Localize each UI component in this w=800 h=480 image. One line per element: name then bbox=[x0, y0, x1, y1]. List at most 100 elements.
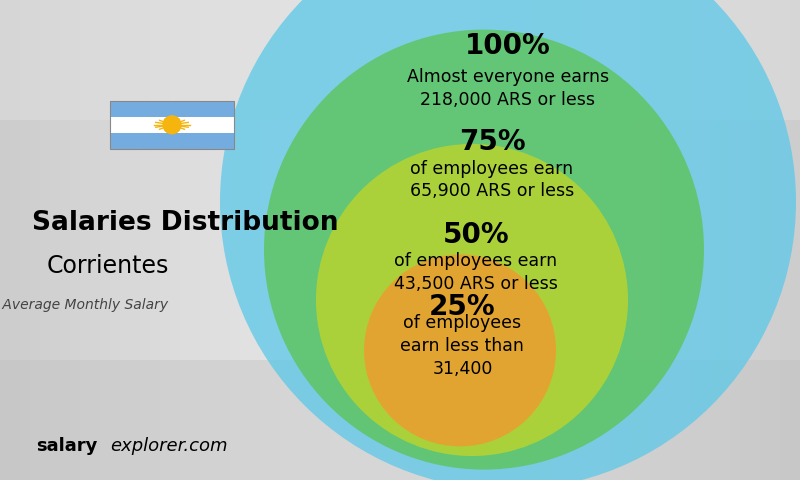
Bar bbox=[580, 0, 590, 480]
Bar bbox=[690, 0, 700, 480]
Bar bbox=[340, 0, 350, 480]
Bar bbox=[480, 0, 490, 480]
Text: of employees earn
65,900 ARS or less: of employees earn 65,900 ARS or less bbox=[410, 159, 574, 201]
Bar bbox=[0, 360, 800, 480]
Bar bbox=[670, 0, 680, 480]
Bar bbox=[620, 0, 630, 480]
Bar bbox=[160, 0, 170, 480]
Bar bbox=[530, 0, 540, 480]
Bar bbox=[150, 0, 160, 480]
Bar bbox=[330, 0, 340, 480]
Bar bbox=[300, 0, 310, 480]
Bar bbox=[10, 0, 20, 480]
Bar bbox=[200, 0, 210, 480]
Bar bbox=[80, 0, 90, 480]
Bar bbox=[470, 0, 480, 480]
Bar bbox=[280, 0, 290, 480]
Bar bbox=[640, 0, 650, 480]
Bar bbox=[60, 0, 70, 480]
Bar bbox=[180, 0, 190, 480]
Bar bbox=[570, 0, 580, 480]
Bar bbox=[30, 0, 40, 480]
Text: 75%: 75% bbox=[458, 128, 526, 156]
Bar bbox=[120, 0, 130, 480]
Bar bbox=[260, 0, 270, 480]
Bar bbox=[430, 0, 440, 480]
Bar bbox=[660, 0, 670, 480]
Bar bbox=[210, 0, 220, 480]
Text: Almost everyone earns
218,000 ARS or less: Almost everyone earns 218,000 ARS or les… bbox=[407, 68, 609, 109]
Ellipse shape bbox=[264, 30, 704, 469]
Bar bbox=[380, 0, 390, 480]
Bar bbox=[110, 117, 234, 133]
Bar bbox=[700, 0, 710, 480]
Bar bbox=[90, 0, 100, 480]
Bar bbox=[350, 0, 360, 480]
Bar bbox=[310, 0, 320, 480]
Bar bbox=[590, 0, 600, 480]
Bar bbox=[500, 0, 510, 480]
Bar bbox=[110, 0, 120, 480]
Text: Corrientes: Corrientes bbox=[47, 254, 169, 278]
Text: 25%: 25% bbox=[429, 293, 496, 321]
Bar bbox=[230, 0, 240, 480]
Bar bbox=[720, 0, 730, 480]
Bar bbox=[630, 0, 640, 480]
Bar bbox=[110, 101, 234, 117]
Bar bbox=[370, 0, 380, 480]
Bar bbox=[0, 0, 10, 480]
Bar bbox=[290, 0, 300, 480]
Ellipse shape bbox=[364, 254, 556, 446]
Bar bbox=[320, 0, 330, 480]
Bar bbox=[450, 0, 460, 480]
Bar bbox=[70, 0, 80, 480]
Bar bbox=[110, 133, 234, 149]
Bar bbox=[550, 0, 560, 480]
Bar bbox=[240, 0, 250, 480]
Bar bbox=[20, 0, 30, 480]
Bar bbox=[140, 0, 150, 480]
Bar bbox=[420, 0, 430, 480]
Bar bbox=[680, 0, 690, 480]
Bar bbox=[510, 0, 520, 480]
Bar bbox=[270, 0, 280, 480]
Bar bbox=[360, 0, 370, 480]
Bar bbox=[710, 0, 720, 480]
Bar bbox=[390, 0, 400, 480]
Bar bbox=[790, 0, 800, 480]
Text: 100%: 100% bbox=[465, 32, 551, 60]
Bar bbox=[770, 0, 780, 480]
Text: 50%: 50% bbox=[442, 221, 510, 249]
Text: explorer.com: explorer.com bbox=[110, 437, 228, 456]
Text: * Average Monthly Salary: * Average Monthly Salary bbox=[0, 298, 169, 312]
Bar bbox=[650, 0, 660, 480]
Text: of employees
earn less than
31,400: of employees earn less than 31,400 bbox=[401, 314, 524, 377]
Bar bbox=[220, 0, 230, 480]
Ellipse shape bbox=[220, 0, 796, 480]
Bar bbox=[460, 0, 470, 480]
Bar bbox=[0, 0, 800, 120]
Bar bbox=[600, 0, 610, 480]
Bar bbox=[540, 0, 550, 480]
Bar bbox=[610, 0, 620, 480]
Bar bbox=[190, 0, 200, 480]
Bar bbox=[100, 0, 110, 480]
Bar bbox=[490, 0, 500, 480]
Ellipse shape bbox=[316, 144, 628, 456]
Bar bbox=[400, 0, 410, 480]
Bar bbox=[730, 0, 740, 480]
Bar bbox=[780, 0, 790, 480]
Bar bbox=[40, 0, 50, 480]
Text: Salaries Distribution: Salaries Distribution bbox=[32, 210, 338, 236]
Bar bbox=[520, 0, 530, 480]
Bar bbox=[110, 101, 234, 149]
Bar bbox=[130, 0, 140, 480]
Bar bbox=[440, 0, 450, 480]
Bar bbox=[170, 0, 180, 480]
Bar bbox=[740, 0, 750, 480]
Bar bbox=[50, 0, 60, 480]
Ellipse shape bbox=[162, 115, 182, 134]
Text: of employees earn
43,500 ARS or less: of employees earn 43,500 ARS or less bbox=[394, 252, 558, 293]
Bar bbox=[250, 0, 260, 480]
Text: salary: salary bbox=[36, 437, 98, 456]
